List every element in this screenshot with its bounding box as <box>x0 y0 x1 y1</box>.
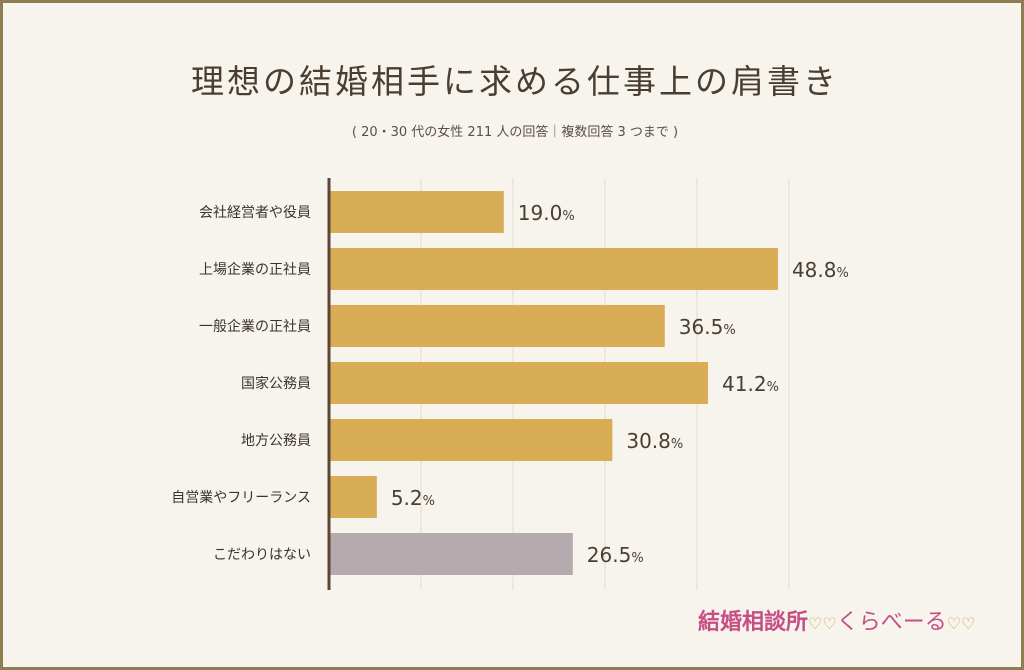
heart-icon: ♡♡ <box>808 614 837 633</box>
category-label: 一般企業の正社員 <box>199 318 311 335</box>
data-label: 26.5% <box>587 543 644 567</box>
category-label: 国家公務員 <box>241 375 311 392</box>
brand-logo: 結婚相談所♡♡くらべーる♡♡ <box>698 604 975 636</box>
brand-sub: くらべーる <box>836 610 947 635</box>
data-label: 36.5% <box>679 315 736 339</box>
data-label: 41.2% <box>722 372 779 396</box>
bar <box>329 248 778 290</box>
bar <box>329 362 709 404</box>
category-label: 地方公務員 <box>241 433 311 449</box>
brand-name: 結婚相談所 <box>698 609 809 635</box>
bar <box>329 419 613 461</box>
chart-subtitle: ( 20・30 代の女性 211 人の回答｜複数回答 3 つまで ) <box>351 125 679 140</box>
chart-title: 理想の結婚相手に求める仕事上の肩書き <box>191 62 839 101</box>
data-label: 48.8% <box>792 258 849 282</box>
data-label: 19.0% <box>518 201 575 225</box>
bar <box>329 305 665 347</box>
data-label: 30.8% <box>626 429 683 453</box>
category-label: 会社経営者や役員 <box>199 205 311 221</box>
category-label: 上場企業の正社員 <box>199 261 311 278</box>
category-label: 自営業やフリーランス <box>171 490 311 506</box>
category-label: こだわりはない <box>213 547 311 563</box>
bar <box>329 191 504 233</box>
bar <box>329 533 573 575</box>
data-label: 5.2% <box>391 486 435 510</box>
bar <box>329 476 377 518</box>
heart-icon: ♡♡ <box>946 614 976 633</box>
